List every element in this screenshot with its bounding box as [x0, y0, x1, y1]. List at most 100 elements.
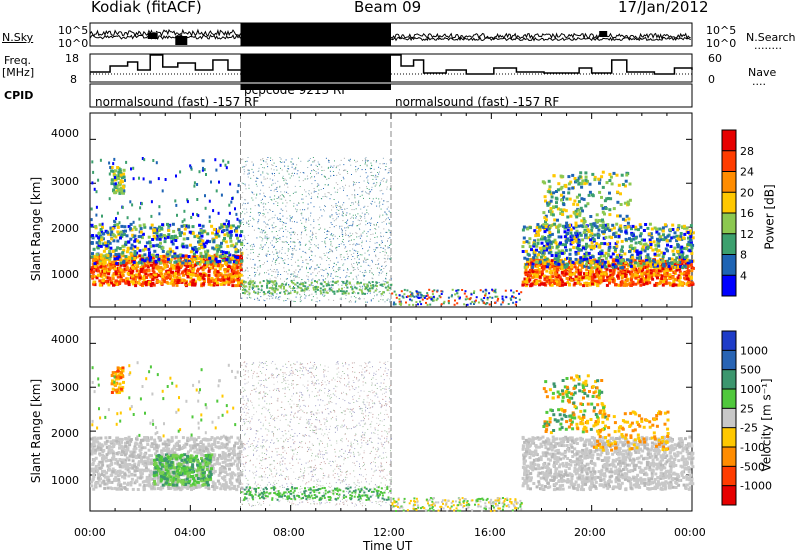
power-pcp-noise — [274, 175, 275, 177]
power-echo-low — [464, 290, 467, 293]
power-pcp-noise — [354, 189, 356, 191]
power-pcp-noise — [266, 239, 268, 241]
power-echo-mid — [139, 234, 143, 238]
power-pcp-noise — [307, 272, 309, 273]
power-pcp-noise — [301, 212, 303, 214]
power-echo-main — [180, 280, 184, 284]
power-pcp-noise — [326, 196, 328, 198]
power-echo-mid — [157, 245, 161, 249]
power-ytick-3000: 3000 — [51, 175, 79, 188]
power-echo-main — [189, 265, 193, 269]
power-echo-mid — [227, 223, 230, 226]
power-pcp-noise — [342, 229, 343, 231]
power-pcp-noise — [338, 206, 340, 207]
power-echo-low — [468, 298, 471, 301]
power-echo-sparse — [148, 180, 151, 184]
power-echo-main-2 — [603, 272, 607, 276]
power-pcp-noise — [315, 275, 317, 277]
power-echo-main-2 — [542, 274, 546, 278]
power-pcp-noise — [379, 184, 381, 186]
power-pcp-noise — [353, 295, 355, 297]
power-echo-mid — [129, 246, 133, 250]
power-echo-main-2 — [577, 277, 581, 281]
power-pcp-noise — [270, 160, 271, 161]
power-echo-mid — [159, 241, 162, 245]
power-echo-sparse — [231, 197, 234, 200]
power-pcp-noise — [246, 160, 248, 162]
power-pcp-noise — [250, 297, 252, 299]
power-pcp-noise — [282, 161, 284, 163]
power-echo-mid — [155, 260, 158, 264]
power-pcp-band — [300, 287, 303, 290]
power-echo-main-2 — [606, 260, 610, 264]
nsearch-trace-1 — [89, 33, 241, 41]
power-pcp-noise — [354, 190, 356, 192]
power-echo-main-2 — [655, 273, 659, 277]
power-pcp-noise — [249, 173, 250, 175]
power-echo-low — [514, 303, 517, 306]
power-echo-main — [214, 264, 218, 268]
power-echo-sparse — [202, 166, 204, 170]
power-pcp-noise — [317, 283, 318, 285]
power-pcp-band — [368, 287, 371, 290]
power-pcp-noise — [386, 180, 388, 182]
power-echo-main-2 — [552, 268, 556, 272]
power-pcp-noise — [310, 177, 311, 179]
power-echo-mid — [188, 261, 192, 265]
power-echo-main — [154, 262, 158, 266]
power-echo-mid — [199, 242, 203, 246]
power-echo-low — [481, 299, 484, 302]
power-echo-low — [412, 303, 415, 306]
power-pcp-noise — [262, 172, 264, 174]
power-echo-main-2 — [691, 266, 695, 270]
power-pcp-noise — [312, 233, 314, 235]
power-pcp-noise — [300, 234, 302, 236]
power-pcp-noise — [339, 298, 341, 300]
power-pcp-noise — [364, 160, 366, 162]
power-echo-low — [510, 298, 513, 301]
power-pcp-noise — [279, 157, 281, 158]
power-echo-low — [509, 297, 512, 300]
power-echo-main — [99, 265, 103, 269]
power-echo-main-2 — [611, 273, 615, 277]
power-echo-high — [114, 169, 117, 173]
power-pcp-noise — [261, 159, 263, 161]
power-echo-low — [450, 295, 453, 298]
power-echo-main-2 — [671, 284, 675, 288]
power-echo-low — [473, 303, 475, 305]
power-pcp-noise — [281, 194, 283, 196]
power-echo-main-2 — [540, 262, 544, 266]
power-echo-main — [149, 283, 153, 286]
power-pcp-noise — [248, 172, 250, 174]
power-pcp-noise — [275, 264, 277, 265]
power-echo-mid — [150, 223, 154, 227]
power-pcp-noise — [380, 247, 382, 249]
power-echo-mid — [226, 232, 230, 235]
power-echo-low — [417, 291, 420, 294]
power-pcp-noise — [368, 249, 370, 251]
velocity-ytick-3000: 3000 — [51, 381, 79, 394]
power-echo-low — [430, 298, 433, 301]
power-pcp-noise — [324, 205, 325, 206]
xlabel: Time UT — [363, 539, 413, 553]
power-echo-sparse — [101, 214, 103, 218]
power-pcp-noise — [276, 198, 278, 199]
power-echo-main — [196, 269, 199, 273]
cpid-label: CPID — [4, 89, 34, 102]
power-echo-main-2 — [559, 261, 563, 265]
power-pcp-noise — [378, 274, 380, 276]
power-echo-mid-2 — [671, 249, 675, 253]
power-echo-mid — [158, 225, 161, 229]
power-pcp-noise — [326, 233, 328, 235]
power-pcp-noise — [320, 256, 322, 258]
power-pcp-noise — [388, 168, 390, 170]
power-pcp-noise — [308, 248, 310, 250]
power-echo-sparse — [228, 203, 231, 207]
power-pcp-band — [315, 287, 318, 290]
power-pcp-noise — [277, 255, 279, 257]
power-pcp-noise — [273, 190, 275, 192]
power-echo-sparse — [132, 177, 135, 181]
power-pcp-band — [332, 290, 335, 293]
power-pcp-noise — [379, 171, 380, 173]
power-echo-mid — [208, 240, 211, 244]
